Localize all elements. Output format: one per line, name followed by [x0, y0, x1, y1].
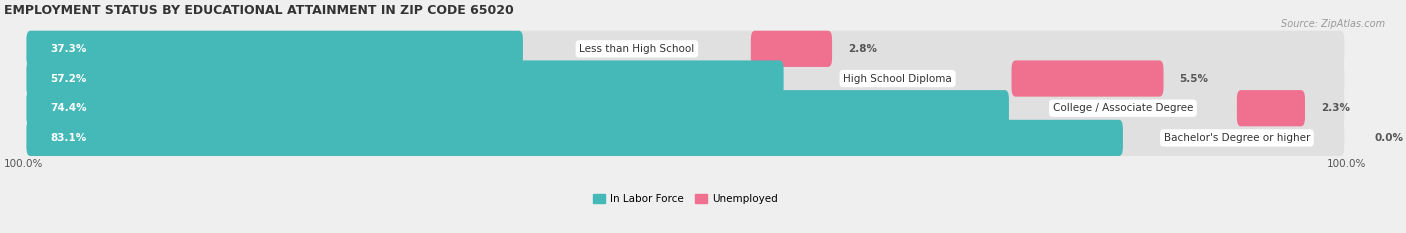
Text: Source: ZipAtlas.com: Source: ZipAtlas.com: [1281, 19, 1385, 29]
Text: College / Associate Degree: College / Associate Degree: [1053, 103, 1194, 113]
Text: 74.4%: 74.4%: [51, 103, 87, 113]
FancyBboxPatch shape: [27, 120, 1344, 156]
FancyBboxPatch shape: [751, 31, 832, 67]
Text: 5.5%: 5.5%: [1180, 74, 1208, 83]
FancyBboxPatch shape: [1237, 90, 1305, 126]
Text: EMPLOYMENT STATUS BY EDUCATIONAL ATTAINMENT IN ZIP CODE 65020: EMPLOYMENT STATUS BY EDUCATIONAL ATTAINM…: [4, 4, 515, 17]
FancyBboxPatch shape: [27, 90, 1344, 126]
Text: 57.2%: 57.2%: [51, 74, 86, 83]
Text: 2.3%: 2.3%: [1320, 103, 1350, 113]
FancyBboxPatch shape: [27, 120, 1123, 156]
FancyBboxPatch shape: [27, 31, 523, 67]
Text: 37.3%: 37.3%: [51, 44, 86, 54]
Text: Bachelor's Degree or higher: Bachelor's Degree or higher: [1164, 133, 1310, 143]
Text: 100.0%: 100.0%: [1327, 159, 1367, 169]
Legend: In Labor Force, Unemployed: In Labor Force, Unemployed: [589, 190, 782, 208]
Text: 83.1%: 83.1%: [51, 133, 86, 143]
FancyBboxPatch shape: [1011, 60, 1164, 97]
FancyBboxPatch shape: [27, 31, 1344, 67]
Text: Less than High School: Less than High School: [579, 44, 695, 54]
Text: 100.0%: 100.0%: [4, 159, 44, 169]
FancyBboxPatch shape: [27, 60, 1344, 97]
FancyBboxPatch shape: [27, 90, 1010, 126]
Text: High School Diploma: High School Diploma: [844, 74, 952, 83]
Text: 2.8%: 2.8%: [848, 44, 877, 54]
FancyBboxPatch shape: [27, 60, 783, 97]
Text: 0.0%: 0.0%: [1375, 133, 1403, 143]
